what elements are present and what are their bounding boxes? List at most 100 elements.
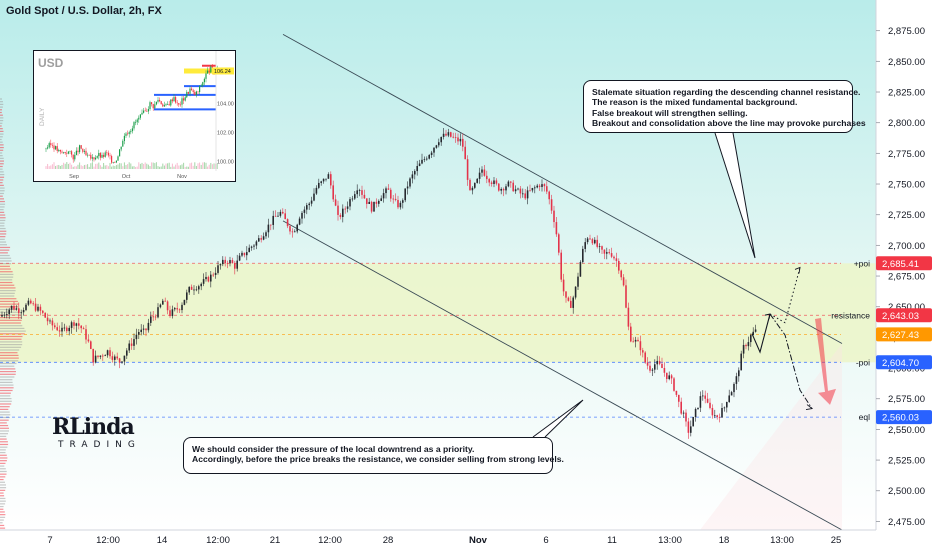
inset-volume-bar <box>170 166 172 169</box>
inset-candle-body <box>151 102 153 105</box>
inset-candle-body <box>163 105 165 107</box>
inset-candle-body <box>71 151 73 155</box>
inset-volume-bar <box>117 164 119 169</box>
candle-body <box>318 182 320 188</box>
inset-candle-body <box>69 151 71 152</box>
y-tick-label: 2,700.00 <box>888 241 925 252</box>
inset-candle-body <box>200 85 202 87</box>
inset-volume-bar <box>115 164 117 169</box>
arrowhead-solid <box>764 313 771 320</box>
level-label: -poi <box>856 357 870 367</box>
candle-body <box>548 191 550 200</box>
candle-body <box>378 200 380 204</box>
candle-body <box>30 300 32 304</box>
candle-body <box>250 246 253 248</box>
volume-profile-bar <box>0 381 13 383</box>
volume-profile-bar <box>0 209 4 211</box>
candle-body <box>234 263 236 269</box>
volume-profile-bar <box>0 244 7 246</box>
candle-body <box>34 303 37 311</box>
candle-body <box>538 185 541 187</box>
inset-candle-body <box>56 146 58 151</box>
inset-candle-body <box>80 145 82 149</box>
level-price-tag-text: 2,604.70 <box>882 358 919 369</box>
inset-volume-bar <box>82 166 84 169</box>
candle-body <box>123 355 126 362</box>
candle-body <box>138 332 140 335</box>
inset-candle-body <box>171 99 173 102</box>
candle-body <box>440 136 442 143</box>
candle-body <box>630 326 632 342</box>
candle-body <box>742 344 745 354</box>
candle-body <box>145 328 147 331</box>
candle-body <box>716 415 718 418</box>
candle-body <box>279 211 282 216</box>
candle-body <box>258 238 260 242</box>
inset-volume-bar <box>162 163 164 169</box>
candle-body <box>426 158 428 160</box>
volume-profile-bar <box>0 376 15 378</box>
candle-body <box>723 407 726 409</box>
volume-profile-bar <box>0 160 4 162</box>
candle-body <box>512 182 514 192</box>
callout-top-line: The reason is the mixed fundamental back… <box>592 97 798 108</box>
candle-body <box>478 172 481 179</box>
candle-body <box>39 306 42 311</box>
inset-volume-bar <box>90 163 92 169</box>
inset-volume-bar <box>130 163 132 169</box>
candle-body <box>399 202 402 208</box>
inset-candle-body <box>98 152 100 157</box>
candle-body <box>620 270 622 278</box>
candle-body <box>613 256 615 259</box>
inset-volume-bar <box>146 163 148 169</box>
inset-candle-body <box>72 154 74 160</box>
candle-body <box>704 395 706 399</box>
volume-profile-bar <box>0 317 22 319</box>
inset-x-tick-label: Nov <box>177 174 187 180</box>
inset-candle-body <box>107 152 109 156</box>
candle-body <box>102 355 104 357</box>
inset-volume-bar <box>55 165 57 169</box>
candle-body <box>22 310 25 313</box>
candle-body <box>615 258 618 261</box>
inset-volume-bar <box>135 166 137 169</box>
inset-candle-body <box>157 99 159 102</box>
volume-profile-bar <box>0 451 6 454</box>
candle-body <box>366 198 368 204</box>
volume-profile-bar <box>0 241 7 243</box>
volume-profile-bar <box>0 411 10 413</box>
volume-profile-bar <box>0 300 18 303</box>
inset-volume-bar <box>195 165 197 169</box>
inset-candle-body <box>59 149 61 152</box>
candle-body <box>524 193 526 199</box>
candle-body <box>416 165 418 172</box>
volume-profile-bar <box>0 325 23 327</box>
candle-body <box>502 188 505 191</box>
channel-upper-line <box>282 33 843 344</box>
candle-body <box>591 239 594 244</box>
candle-body <box>104 355 106 357</box>
level-price-tag-text: 2,560.03 <box>882 413 919 424</box>
inset-candle-body <box>95 157 97 160</box>
candle-body <box>687 421 690 433</box>
candle-body <box>606 252 608 254</box>
candle-body <box>594 239 596 244</box>
volume-profile-bar <box>0 344 23 346</box>
candle-body <box>452 136 454 138</box>
inset-candle-body <box>63 151 65 153</box>
candle-body <box>747 342 750 347</box>
candle-body <box>166 301 169 311</box>
inset-candle-body <box>77 150 79 153</box>
candle-body <box>654 364 656 370</box>
candle-body <box>202 279 205 284</box>
inset-volume-bar <box>127 164 129 169</box>
candle-body <box>644 352 646 363</box>
inset-candle-body <box>141 112 143 115</box>
volume-profile-bar <box>0 144 4 146</box>
candle-body <box>488 179 490 183</box>
candle-body <box>289 226 291 232</box>
candle-body <box>25 304 27 311</box>
inset-volume-bar <box>178 165 180 169</box>
inset-candle-body <box>45 148 47 150</box>
